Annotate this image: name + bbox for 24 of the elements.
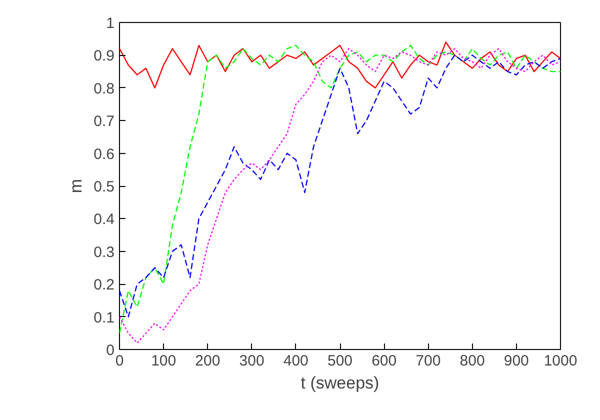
x-tick-label: 700 — [416, 352, 441, 370]
x-tick-label: 800 — [460, 352, 485, 370]
x-tick-label: 500 — [327, 352, 353, 370]
y-tick-label: 0.5 — [94, 178, 115, 196]
x-tick-label: 400 — [283, 352, 308, 370]
y-tick-label: 0.6 — [94, 146, 115, 163]
y-tick-label: 0.1 — [94, 309, 115, 326]
y-tick-label: 0.8 — [94, 80, 115, 98]
y-tick-label: 0 — [106, 342, 114, 359]
x-tick-label: 300 — [239, 352, 264, 370]
y-tick-label: 0.3 — [94, 244, 115, 261]
y-tick-label: 0.4 — [94, 211, 115, 228]
x-axis-title: t (sweeps) — [300, 374, 380, 392]
y-tick-label: 1 — [106, 15, 114, 32]
y-tick-label: 0.9 — [94, 48, 115, 65]
x-tick-label: 900 — [504, 352, 529, 370]
x-tick-label: 200 — [195, 352, 220, 370]
y-tick-label: 0.2 — [94, 276, 115, 294]
x-tick-label: 1000 — [544, 352, 578, 370]
x-tick-label: 100 — [151, 352, 176, 370]
x-tick-label: 600 — [372, 352, 397, 370]
y-axis-title: m — [66, 178, 86, 194]
y-tick-label: 0.7 — [94, 113, 115, 130]
line-series — [120, 42, 560, 88]
